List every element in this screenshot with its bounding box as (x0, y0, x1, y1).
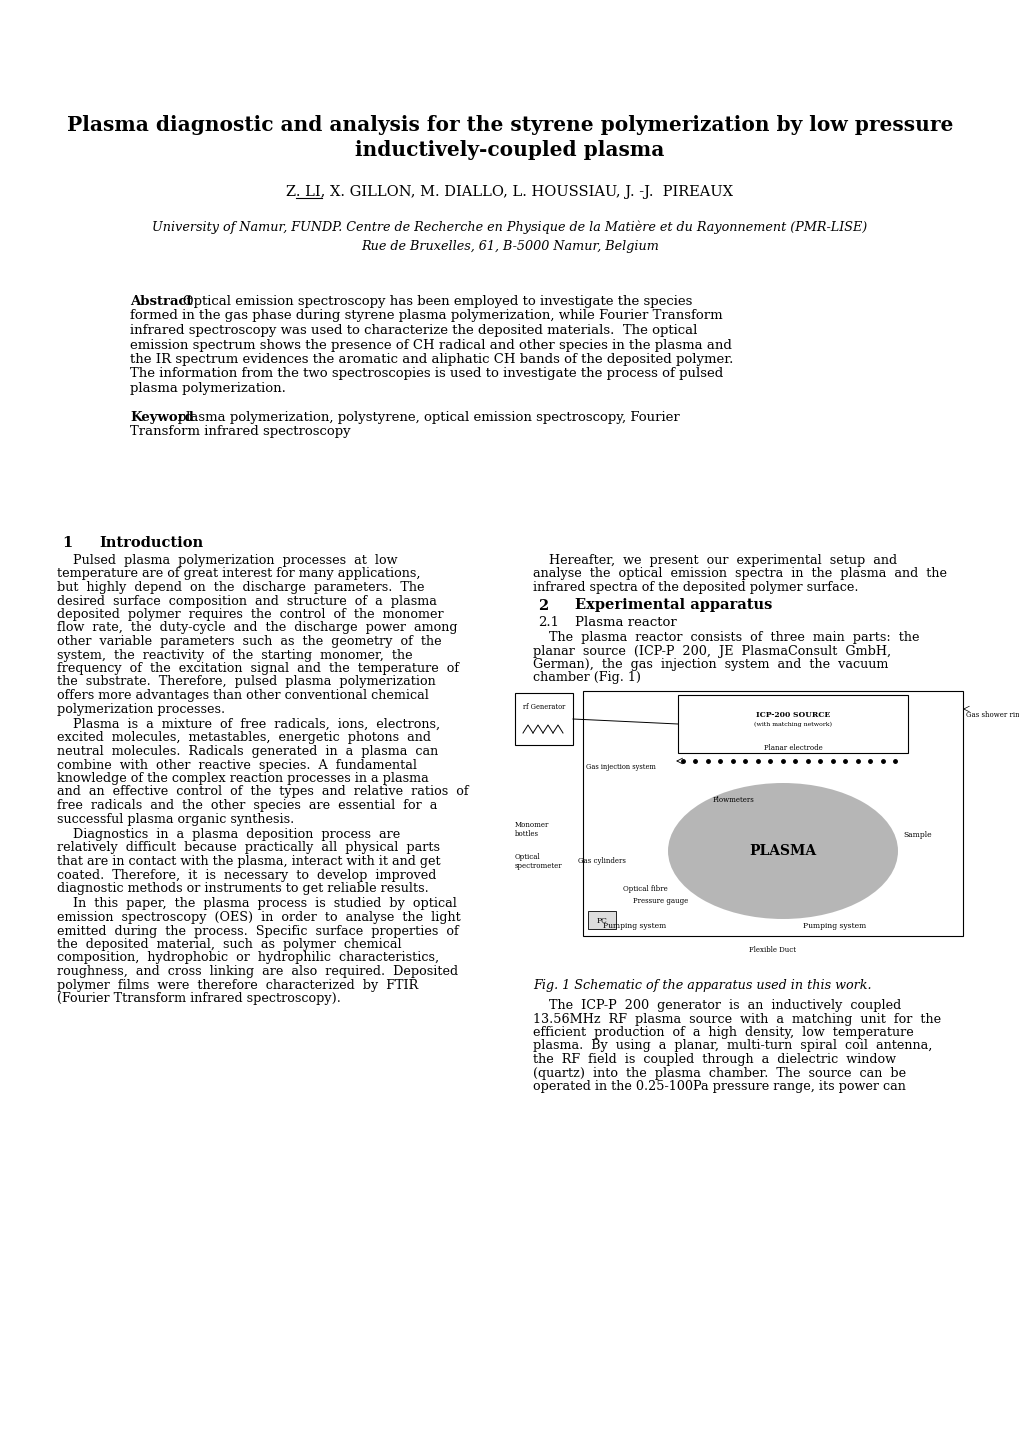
Text: desired  surface  composition  and  structure  of  a  plasma: desired surface composition and structur… (57, 595, 436, 608)
Text: emission spectrum shows the presence of CH radical and other species in the plas: emission spectrum shows the presence of … (129, 339, 732, 352)
Text: Gas injection system: Gas injection system (586, 763, 655, 771)
Text: Sample: Sample (902, 831, 930, 838)
Text: Flowmeters: Flowmeters (712, 797, 754, 804)
Text: (with matching network): (with matching network) (753, 722, 832, 727)
Text: Gas shower ring: Gas shower ring (965, 711, 1019, 719)
Text: plasma polymerization.: plasma polymerization. (129, 382, 285, 395)
Text: Plasma diagnostic and analysis for the styrene polymerization by low pressure: Plasma diagnostic and analysis for the s… (67, 115, 952, 136)
Text: Optical fibre: Optical fibre (623, 885, 667, 893)
Text: The  ICP-P  200  generator  is  an  inductively  coupled: The ICP-P 200 generator is an inductivel… (533, 999, 901, 1012)
Text: Plasma reactor: Plasma reactor (575, 616, 676, 629)
Text: Keyword: Keyword (129, 410, 194, 423)
Text: : Optical emission spectroscopy has been employed to investigate the species: : Optical emission spectroscopy has been… (174, 294, 692, 307)
Text: Flexible Duct: Flexible Duct (749, 947, 796, 954)
Text: the  deposited  material,  such  as  polymer  chemical: the deposited material, such as polymer … (57, 938, 401, 951)
Text: operated in the 0.25-100Pa pressure range, its power can: operated in the 0.25-100Pa pressure rang… (533, 1079, 905, 1092)
Text: that are in contact with the plasma, interact with it and get: that are in contact with the plasma, int… (57, 856, 440, 869)
Text: infrared spectroscopy was used to characterize the deposited materials.  The opt: infrared spectroscopy was used to charac… (129, 325, 697, 338)
Text: Fig. 1 Schematic of the apparatus used in this work.: Fig. 1 Schematic of the apparatus used i… (533, 978, 870, 991)
Text: temperature are of great interest for many applications,: temperature are of great interest for ma… (57, 567, 420, 580)
Text: diagnostic methods or instruments to get reliable results.: diagnostic methods or instruments to get… (57, 882, 428, 895)
Text: emitted  during  the  process.  Specific  surface  properties  of: emitted during the process. Specific sur… (57, 925, 459, 938)
Text: (quartz)  into  the  plasma  chamber.  The  source  can  be: (quartz) into the plasma chamber. The so… (533, 1066, 905, 1079)
Bar (515, 693, 573, 745)
Text: successful plasma organic synthesis.: successful plasma organic synthesis. (57, 812, 293, 825)
Text: coated.  Therefore,  it  is  necessary  to  develop  improved: coated. Therefore, it is necessary to de… (57, 869, 436, 882)
Text: Transform infrared spectroscopy: Transform infrared spectroscopy (129, 426, 351, 439)
Text: 2: 2 (537, 599, 548, 612)
Text: and  an  effective  control  of  the  types  and  relative  ratios  of: and an effective control of the types an… (57, 785, 468, 798)
Text: rf Generator: rf Generator (523, 703, 565, 711)
Text: PLASMA: PLASMA (749, 844, 816, 859)
Ellipse shape (667, 784, 897, 919)
Text: 2.1: 2.1 (537, 616, 558, 629)
Text: neutral  molecules.  Radicals  generated  in  a  plasma  can: neutral molecules. Radicals generated in… (57, 745, 438, 758)
Text: efficient  production  of  a  high  density,  low  temperature: efficient production of a high density, … (533, 1026, 913, 1039)
Text: the IR spectrum evidences the aromatic and aliphatic CH bands of the deposited p: the IR spectrum evidences the aromatic a… (129, 354, 733, 367)
Text: Rue de Bruxelles, 61, B-5000 Namur, Belgium: Rue de Bruxelles, 61, B-5000 Namur, Belg… (361, 240, 658, 253)
Text: University of Namur, FUNDP. Centre de Recherche en Physique de la Matière et du : University of Namur, FUNDP. Centre de Re… (152, 219, 867, 234)
Text: roughness,  and  cross  linking  are  also  required.  Deposited: roughness, and cross linking are also re… (57, 965, 458, 978)
Text: chamber (Fig. 1): chamber (Fig. 1) (533, 671, 640, 684)
Text: Gas cylinders: Gas cylinders (578, 857, 626, 864)
Text: the  RF  field  is  coupled  through  a  dielectric  window: the RF field is coupled through a dielec… (533, 1053, 895, 1066)
Text: free  radicals  and  the  other  species  are  essential  for  a: free radicals and the other species are … (57, 799, 437, 812)
Text: In  this  paper,  the  plasma  process  is  studied  by  optical: In this paper, the plasma process is stu… (57, 898, 457, 911)
Text: Hereafter,  we  present  our  experimental  setup  and: Hereafter, we present our experimental s… (533, 554, 897, 567)
Text: the  substrate.  Therefore,  pulsed  plasma  polymerization: the substrate. Therefore, pulsed plasma … (57, 675, 435, 688)
Text: 1: 1 (62, 535, 72, 550)
Text: excited  molecules,  metastables,  energetic  photons  and: excited molecules, metastables, energeti… (57, 732, 431, 745)
Bar (583, 691, 962, 937)
Bar (678, 696, 907, 753)
Text: offers more advantages than other conventional chemical: offers more advantages than other conven… (57, 688, 428, 701)
Text: Planar electrode: Planar electrode (763, 745, 821, 752)
Text: planar  source  (ICP-P  200,  JE  PlasmaConsult  GmbH,: planar source (ICP-P 200, JE PlasmaConsu… (533, 645, 891, 658)
Text: Introduction: Introduction (99, 535, 203, 550)
Text: PC: PC (596, 916, 607, 925)
Text: relatively  difficult  because  practically  all  physical  parts: relatively difficult because practically… (57, 841, 439, 854)
Text: inductively-coupled plasma: inductively-coupled plasma (355, 140, 664, 160)
Text: polymerization processes.: polymerization processes. (57, 703, 225, 716)
Text: composition,  hydrophobic  or  hydrophilic  characteristics,: composition, hydrophobic or hydrophilic … (57, 951, 439, 964)
Text: Diagnostics  in  a  plasma  deposition  process  are: Diagnostics in a plasma deposition proce… (57, 828, 399, 841)
Text: Z. LI, X. GILLON, M. DIALLO, L. HOUSSIAU, J. -J.  PIREAUX: Z. LI, X. GILLON, M. DIALLO, L. HOUSSIAU… (286, 185, 733, 199)
Text: combine  with  other  reactive  species.  A  fundamental: combine with other reactive species. A f… (57, 759, 417, 772)
Text: Monomer
bottles: Monomer bottles (515, 821, 549, 838)
Text: but  highly  depend  on  the  discharge  parameters.  The: but highly depend on the discharge param… (57, 582, 424, 595)
Text: German),  the  gas  injection  system  and  the  vacuum: German), the gas injection system and th… (533, 658, 888, 671)
Text: analyse  the  optical  emission  spectra  in  the  plasma  and  the: analyse the optical emission spectra in … (533, 567, 946, 580)
Text: plasma.  By  using  a  planar,  multi-turn  spiral  coil  antenna,: plasma. By using a planar, multi-turn sp… (533, 1039, 931, 1052)
Text: Experimental apparatus: Experimental apparatus (575, 599, 771, 612)
Text: Pumping system: Pumping system (802, 922, 865, 929)
Text: emission  spectroscopy  (OES)  in  order  to  analyse  the  light: emission spectroscopy (OES) in order to … (57, 911, 461, 924)
Text: flow  rate,  the  duty-cycle  and  the  discharge  power  among: flow rate, the duty-cycle and the discha… (57, 622, 458, 635)
Text: The  plasma  reactor  consists  of  three  main  parts:  the: The plasma reactor consists of three mai… (533, 631, 918, 644)
Text: ICP-200 SOURCE: ICP-200 SOURCE (755, 711, 829, 719)
Text: 13.56MHz  RF  plasma  source  with  a  matching  unit  for  the: 13.56MHz RF plasma source with a matchin… (533, 1013, 941, 1026)
Text: : plasma polymerization, polystyrene, optical emission spectroscopy, Fourier: : plasma polymerization, polystyrene, op… (168, 410, 679, 423)
Text: formed in the gas phase during styrene plasma polymerization, while Fourier Tran: formed in the gas phase during styrene p… (129, 309, 721, 322)
Text: system,  the  reactivity  of  the  starting  monomer,  the: system, the reactivity of the starting m… (57, 648, 413, 661)
Text: polymer  films  were  therefore  characterized  by  FTIR: polymer films were therefore characteriz… (57, 978, 418, 991)
Text: Plasma  is  a  mixture  of  free  radicals,  ions,  electrons,: Plasma is a mixture of free radicals, io… (57, 719, 439, 732)
Text: frequency  of  the  excitation  signal  and  the  temperature  of: frequency of the excitation signal and t… (57, 662, 459, 675)
Text: infrared spectra of the deposited polymer surface.: infrared spectra of the deposited polyme… (533, 582, 858, 595)
Text: knowledge of the complex reaction processes in a plasma: knowledge of the complex reaction proces… (57, 772, 428, 785)
Bar (587, 911, 615, 929)
Text: other  variable  parameters  such  as  the  geometry  of  the: other variable parameters such as the ge… (57, 635, 441, 648)
Text: deposited  polymer  requires  the  control  of  the  monomer: deposited polymer requires the control o… (57, 608, 443, 620)
Text: Pumping system: Pumping system (602, 922, 665, 929)
Text: Optical
spectrometer: Optical spectrometer (515, 853, 562, 870)
Text: (Fourier Ttransform infrared spectroscopy).: (Fourier Ttransform infrared spectroscop… (57, 991, 340, 1004)
Text: The information from the two spectroscopies is used to investigate the process o: The information from the two spectroscop… (129, 368, 722, 381)
Text: Pulsed  plasma  polymerization  processes  at  low: Pulsed plasma polymerization processes a… (57, 554, 397, 567)
Text: Abstract: Abstract (129, 294, 193, 307)
Text: Pressure gauge: Pressure gauge (633, 898, 688, 905)
